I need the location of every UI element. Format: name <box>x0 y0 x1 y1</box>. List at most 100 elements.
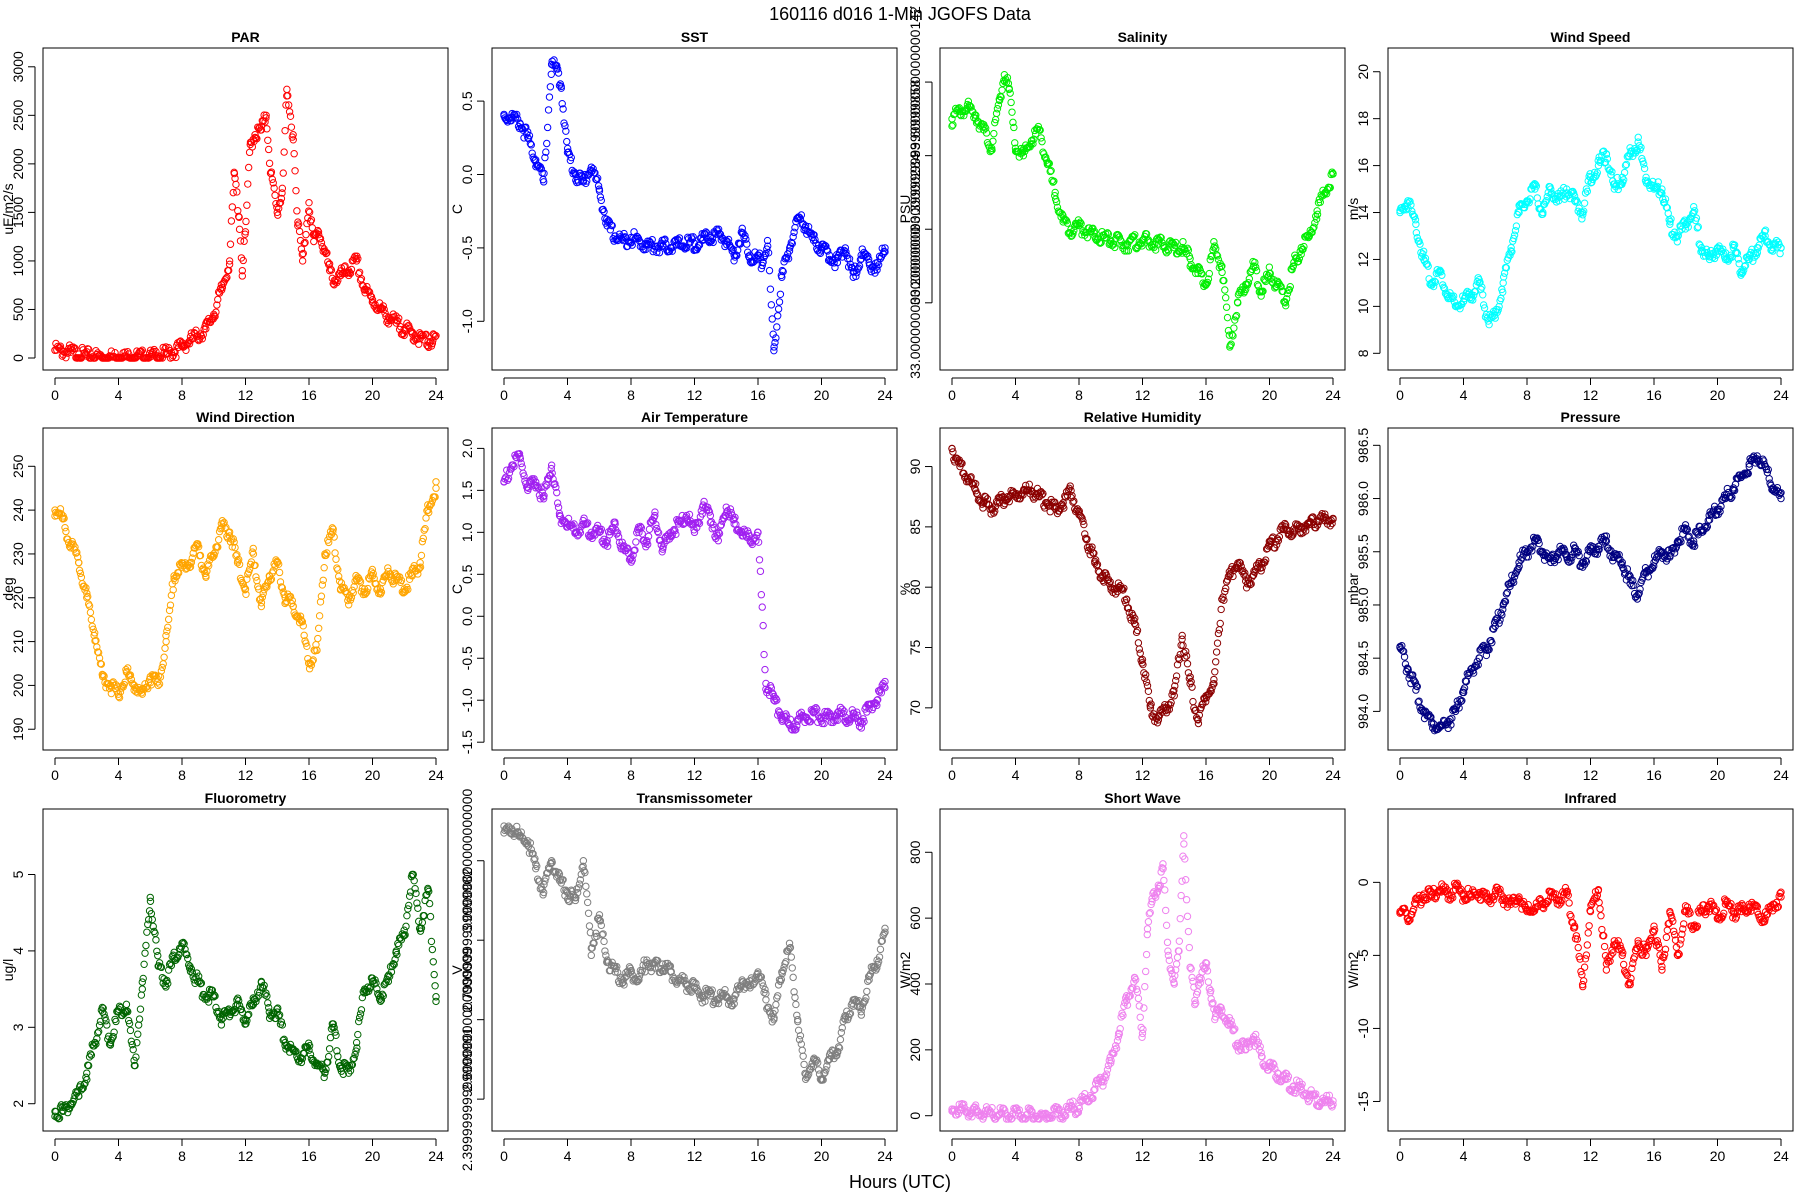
data-point <box>165 606 174 615</box>
data-point <box>260 981 268 990</box>
data-point <box>1297 250 1305 259</box>
y-tick-label-sst: 0.0 <box>459 165 475 185</box>
x-tick-label-wind-direction: 24 <box>428 767 444 783</box>
data-point <box>414 904 422 912</box>
data-point <box>1535 539 1543 548</box>
x-tick-label-par: 0 <box>51 387 59 403</box>
data-point <box>1694 223 1702 231</box>
data-point <box>790 228 798 237</box>
data-point <box>1047 167 1055 175</box>
data-point <box>597 196 605 205</box>
data-point <box>815 248 824 256</box>
data-point <box>317 238 326 247</box>
data-point <box>1578 215 1586 223</box>
data-point <box>881 677 889 686</box>
data-point <box>540 492 548 500</box>
data-point <box>1110 240 1118 248</box>
data-point <box>997 93 1005 101</box>
data-point <box>351 1050 359 1059</box>
data-point <box>1741 261 1750 270</box>
data-point <box>785 247 794 255</box>
data-point <box>305 198 313 207</box>
data-point <box>1077 513 1085 521</box>
data-point <box>689 233 697 241</box>
data-point <box>971 479 980 488</box>
x-tick-label-relative-humidity: 4 <box>1012 767 1020 783</box>
data-point <box>596 917 605 925</box>
x-tick-label-fluorometry: 24 <box>428 1148 444 1164</box>
data-point <box>1274 536 1283 545</box>
data-point <box>275 1011 284 1019</box>
data-point <box>846 260 855 268</box>
data-point <box>759 621 767 630</box>
data-point <box>379 302 387 310</box>
data-point <box>305 208 314 216</box>
x-tick-label-relative-humidity: 0 <box>948 767 956 783</box>
data-point <box>584 909 593 917</box>
data-point <box>880 682 888 691</box>
data-point <box>163 627 171 635</box>
data-point <box>263 125 271 133</box>
data-point <box>702 228 710 236</box>
y-axis-label-salinity: PSU <box>897 195 913 224</box>
data-point <box>1603 155 1612 163</box>
data-point <box>598 931 606 939</box>
data-point <box>214 295 222 304</box>
data-point <box>823 246 831 254</box>
x-tick-label-sst: 12 <box>687 387 703 403</box>
data-point <box>228 203 237 211</box>
data-point <box>1458 697 1466 705</box>
data-point <box>322 249 330 258</box>
data-point <box>1080 520 1088 529</box>
data-point <box>1171 238 1180 247</box>
data-point <box>761 985 769 994</box>
figure-xlabel: Hours (UTC) <box>849 1172 951 1192</box>
data-point <box>154 951 162 960</box>
data-point <box>1257 567 1265 575</box>
data-point <box>1469 291 1478 300</box>
data-point <box>651 508 659 516</box>
data-point <box>418 537 427 546</box>
data-point <box>773 696 781 704</box>
data-point <box>715 529 724 538</box>
data-point <box>327 266 336 274</box>
data-point <box>74 1092 83 1100</box>
data-point <box>971 484 979 493</box>
data-point <box>1599 148 1607 156</box>
data-point <box>797 211 806 219</box>
data-point <box>1744 255 1752 264</box>
x-tick-label-pressure: 4 <box>1460 767 1468 783</box>
data-point <box>1207 687 1215 695</box>
data-point <box>377 588 386 596</box>
data-point <box>1619 565 1628 573</box>
data-point <box>1202 280 1211 288</box>
data-point <box>1063 219 1072 227</box>
data-point <box>1495 619 1503 627</box>
data-point <box>101 1013 109 1022</box>
y-tick-label-wind-direction: 240 <box>10 498 26 522</box>
data-point <box>1069 498 1077 506</box>
data-point <box>1232 313 1240 321</box>
data-point <box>1661 195 1670 203</box>
data-point <box>1446 715 1454 724</box>
data-point <box>791 993 799 1002</box>
data-point <box>1674 232 1682 240</box>
data-point <box>1412 220 1420 228</box>
data-point <box>972 489 981 497</box>
data-point <box>222 274 230 283</box>
data-point <box>1139 660 1147 669</box>
data-point <box>1038 491 1046 499</box>
data-point <box>169 586 177 594</box>
data-point <box>717 521 726 529</box>
data-point <box>114 692 123 701</box>
data-point <box>1471 661 1480 670</box>
data-point <box>385 972 394 981</box>
x-tick-label-transmissometer: 0 <box>500 1148 508 1164</box>
data-point <box>283 85 291 94</box>
data-point <box>561 122 569 130</box>
data-point <box>1777 489 1785 497</box>
data-point <box>732 990 740 999</box>
data-point <box>325 538 333 547</box>
y-tick-label-sst: -1.0 <box>459 309 475 333</box>
data-point <box>964 97 973 106</box>
